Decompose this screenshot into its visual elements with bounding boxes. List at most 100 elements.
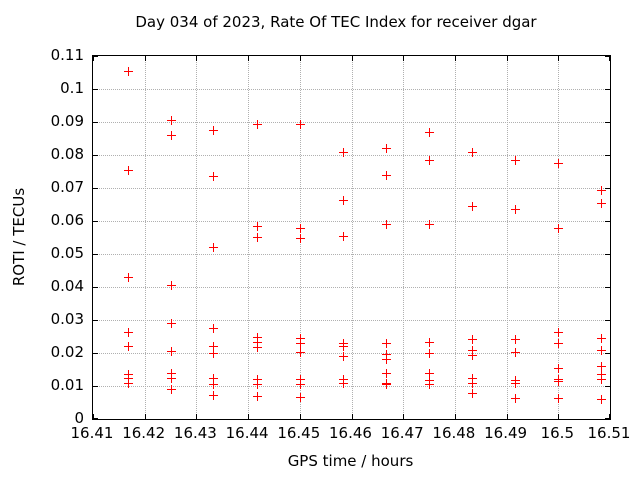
x-tick-mark <box>558 414 560 419</box>
data-point-marker <box>382 170 392 180</box>
x-tick-mark <box>454 414 456 419</box>
data-point-marker <box>295 224 305 234</box>
data-point-marker <box>382 380 392 390</box>
data-point-marker <box>295 375 305 385</box>
data-point-marker <box>511 394 521 404</box>
data-point-marker <box>252 379 262 389</box>
y-tick-label: 0.01 <box>50 376 84 394</box>
y-tick-mark <box>93 353 98 354</box>
gridline-horizontal <box>93 386 610 387</box>
data-point-marker <box>425 338 435 348</box>
x-tick-mark <box>144 56 146 61</box>
gridline-vertical <box>144 56 146 419</box>
data-point-marker <box>382 355 392 365</box>
gridline-horizontal <box>93 155 610 156</box>
data-point-marker <box>425 369 435 379</box>
data-point-marker <box>123 273 133 283</box>
data-point-marker <box>295 348 305 358</box>
gridline-horizontal <box>93 353 610 354</box>
x-tick-mark <box>506 414 508 419</box>
data-point-marker <box>511 205 521 215</box>
y-tick-mark <box>605 254 610 255</box>
data-point-marker <box>209 171 219 181</box>
data-point-marker <box>597 362 607 372</box>
y-tick-mark <box>93 155 98 156</box>
x-tick-mark <box>299 56 301 61</box>
data-point-marker <box>511 335 521 345</box>
x-tick-mark <box>506 56 508 61</box>
data-point-marker <box>338 352 348 362</box>
x-axis-label: GPS time / hours <box>287 452 414 470</box>
data-point-marker <box>252 343 262 353</box>
gridline-vertical <box>506 56 508 419</box>
data-point-marker <box>123 378 133 388</box>
y-tick-mark <box>605 56 610 57</box>
data-point-marker <box>209 342 219 352</box>
x-tick-mark <box>403 414 405 419</box>
x-tick-label: 16.42 <box>122 424 166 442</box>
data-point-marker <box>554 223 564 233</box>
data-point-marker <box>123 165 133 175</box>
gridline-vertical <box>454 56 456 419</box>
data-point-marker <box>252 391 262 401</box>
data-point-marker <box>209 391 219 401</box>
data-point-marker <box>382 339 392 349</box>
data-point-marker <box>467 345 477 355</box>
data-point-marker <box>252 338 262 348</box>
data-point-marker <box>123 327 133 337</box>
data-point-marker <box>338 195 348 205</box>
data-point-marker <box>554 339 564 349</box>
data-point-marker <box>123 373 133 383</box>
data-point-marker <box>123 66 133 76</box>
x-tick-label: 16.43 <box>173 424 217 442</box>
data-point-marker <box>338 341 348 351</box>
y-tick-mark <box>93 287 98 288</box>
x-tick-mark <box>351 56 353 61</box>
data-point-marker <box>166 319 176 329</box>
gridline-horizontal <box>93 188 610 189</box>
data-point-marker <box>554 377 564 387</box>
gridline-vertical <box>403 56 405 419</box>
gridline-horizontal <box>93 221 610 222</box>
data-point-marker <box>511 155 521 165</box>
data-point-marker <box>554 159 564 169</box>
gridline-horizontal <box>93 320 610 321</box>
data-point-marker <box>209 379 219 389</box>
x-tick-label: 16.44 <box>225 424 269 442</box>
x-tick-label: 16.47 <box>380 424 424 442</box>
y-tick-mark <box>93 254 98 255</box>
y-tick-mark <box>605 188 610 189</box>
data-point-marker <box>295 380 305 390</box>
data-point-marker <box>467 335 477 345</box>
plot-area <box>92 55 611 420</box>
x-tick-mark <box>93 56 94 61</box>
data-point-marker <box>209 125 219 135</box>
y-tick-label: 0.1 <box>60 79 84 97</box>
y-tick-mark <box>93 122 98 123</box>
y-tick-mark <box>605 122 610 123</box>
data-point-marker <box>597 334 607 344</box>
gridline-vertical <box>196 56 198 419</box>
y-tick-mark <box>93 188 98 189</box>
data-point-marker <box>209 323 219 333</box>
x-tick-label: 16.46 <box>329 424 372 442</box>
gridline-horizontal <box>93 89 610 90</box>
gridline-horizontal <box>93 254 610 255</box>
data-point-marker <box>425 349 435 359</box>
y-tick-mark <box>605 155 610 156</box>
x-tick-mark <box>609 56 610 61</box>
gridline-horizontal <box>93 287 610 288</box>
x-tick-label: 16.49 <box>484 424 528 442</box>
data-point-marker <box>425 220 435 230</box>
x-tick-mark <box>144 414 146 419</box>
y-tick-label: 0.06 <box>50 211 84 229</box>
data-point-marker <box>382 369 392 379</box>
data-point-marker <box>425 127 435 137</box>
y-tick-mark <box>605 353 610 354</box>
data-point-marker <box>597 185 607 195</box>
data-point-marker <box>252 119 262 129</box>
x-tick-mark <box>196 414 198 419</box>
data-point-marker <box>382 220 392 230</box>
y-tick-mark <box>93 56 98 57</box>
x-tick-mark <box>196 56 198 61</box>
